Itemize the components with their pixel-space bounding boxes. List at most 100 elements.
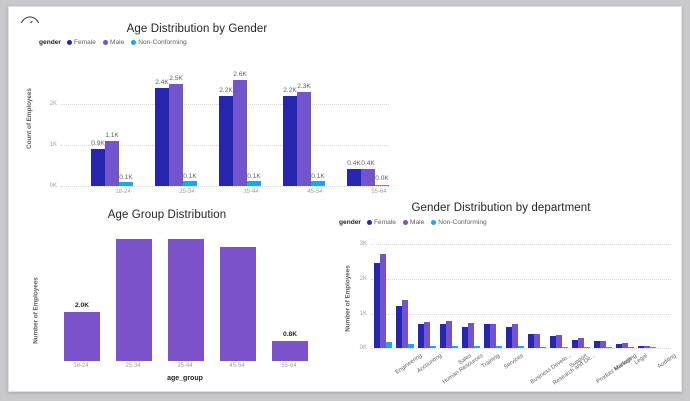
bar-female[interactable]	[91, 149, 105, 186]
legend-label-male: Male	[409, 219, 425, 226]
chart3-title: Gender Distribution by department	[411, 202, 591, 214]
chart1-xtick-2: 35-44	[243, 189, 259, 195]
bar-female[interactable]	[616, 344, 622, 348]
chart2-bar-group-55-64: 0.8K	[265, 229, 313, 361]
bar-male[interactable]	[556, 335, 562, 348]
bar-male[interactable]	[534, 334, 540, 348]
termination-rate-table[interactable]: department Sum of termination_rate Audit…	[405, 23, 677, 183]
chart3-group-auditing	[637, 244, 659, 348]
legend-item-female[interactable]: Female	[366, 219, 396, 226]
bar-nonconforming[interactable]	[408, 344, 414, 348]
bar-male[interactable]	[169, 84, 183, 186]
bar-nonconforming[interactable]	[386, 342, 392, 348]
bar-female[interactable]	[347, 169, 361, 186]
bar-female[interactable]	[374, 263, 380, 348]
bar-female[interactable]	[594, 341, 600, 348]
bar-male[interactable]	[490, 324, 496, 348]
bar-male[interactable]	[446, 321, 452, 348]
chart3-plot: Number of Employees 3K 2K 1K 0K	[331, 197, 678, 389]
bar-male[interactable]	[468, 323, 474, 348]
bar-label-nonconforming: 0.0K	[375, 175, 389, 182]
legend-item-male[interactable]: Male	[102, 39, 125, 46]
chart2-xtick-1: 25-34	[125, 363, 141, 369]
bar-nonconforming[interactable]	[650, 347, 656, 348]
chart2-title: Age Group Distribution	[107, 209, 227, 221]
legend-item-male[interactable]: Male	[402, 219, 425, 226]
bar-nonconforming[interactable]	[430, 345, 436, 348]
bar-label-18-24: 2.0K	[75, 302, 89, 309]
bar-female[interactable]	[572, 340, 578, 348]
bar-female[interactable]	[550, 336, 556, 348]
chart3-gridline-1k	[371, 314, 671, 315]
bar-label-male: 2.5K	[169, 75, 183, 82]
chart1-title: Age Distribution by Gender	[126, 23, 268, 35]
bar-male[interactable]	[233, 80, 247, 186]
bar-female[interactable]	[638, 346, 644, 348]
bar-label-nonconforming: 0.1K	[311, 173, 325, 180]
bar-label-male: 2.6K	[233, 71, 247, 78]
bar-label-45-54: 4.7K	[230, 242, 246, 249]
bar-nonconforming[interactable]	[474, 345, 480, 348]
bar-male[interactable]	[644, 346, 650, 348]
bar-age-35-44[interactable]	[168, 239, 204, 361]
chart2-xtick-3: 45-54	[229, 363, 245, 369]
bar-female[interactable]	[440, 324, 446, 348]
bar-male[interactable]	[512, 324, 518, 348]
bar-label-male: 1.1K	[105, 132, 119, 139]
legend-label-male: Male	[109, 39, 125, 46]
chart2-x-axis-label: age_group	[167, 375, 203, 382]
bar-female[interactable]	[462, 327, 468, 348]
bar-nonconforming[interactable]	[183, 181, 197, 186]
bar-label-35-44: 5.0K	[178, 234, 194, 241]
legend-item-female[interactable]: Female	[66, 39, 96, 46]
bar-label-female: 2.4K	[155, 79, 169, 86]
legend-label-nonconforming: Non-Conforming	[438, 219, 487, 226]
bar-nonconforming[interactable]	[496, 346, 502, 348]
bar-male[interactable]	[380, 254, 386, 348]
chart3-group-human-resources	[417, 244, 439, 348]
bar-male[interactable]	[600, 341, 606, 348]
bar-male[interactable]	[622, 343, 628, 348]
bar-nonconforming[interactable]	[119, 182, 133, 186]
bar-nonconforming[interactable]	[628, 347, 634, 348]
bar-nonconforming[interactable]	[247, 181, 261, 186]
bar-female[interactable]	[396, 306, 402, 348]
legend-label-female: Female	[73, 39, 96, 46]
bar-male[interactable]	[105, 141, 119, 186]
legend-item-nonconforming[interactable]: Non-Conforming	[431, 219, 487, 226]
bar-female[interactable]	[155, 88, 169, 186]
chart1-xtick-0: 18-24	[115, 189, 131, 195]
legend-item-nonconforming[interactable]: Non-Conforming	[131, 39, 187, 46]
bar-nonconforming[interactable]	[606, 347, 612, 348]
bar-female[interactable]	[506, 327, 512, 348]
chart3-group-marketing	[593, 244, 615, 348]
chart-gender-distribution-by-department[interactable]: Gender Distribution by department gender…	[331, 197, 677, 389]
bar-nonconforming[interactable]	[540, 346, 546, 348]
bar-male[interactable]	[402, 300, 408, 348]
bar-nonconforming[interactable]	[311, 181, 325, 186]
bar-female[interactable]	[219, 96, 233, 186]
bar-nonconforming[interactable]	[562, 346, 568, 348]
bar-male[interactable]	[424, 322, 430, 348]
bar-age-25-34[interactable]	[116, 239, 152, 361]
bar-nonconforming[interactable]	[584, 347, 590, 348]
bar-female[interactable]	[283, 96, 297, 186]
bar-nonconforming[interactable]	[375, 184, 389, 186]
bar-age-45-54[interactable]	[220, 247, 256, 361]
bar-male[interactable]	[297, 92, 311, 186]
bar-nonconforming[interactable]	[518, 345, 524, 348]
chart-age-distribution-by-gender[interactable]: Age Distribution by Gender gender Female…	[17, 23, 397, 195]
bar-female[interactable]	[418, 324, 424, 348]
chart1-ytick-2k: 2K	[49, 101, 57, 107]
bar-age-18-24[interactable]	[64, 312, 100, 361]
bar-female[interactable]	[528, 334, 534, 348]
chart-age-group-distribution[interactable]: Age Group Distribution Number of Employe…	[17, 203, 327, 389]
chart2-xtick-0: 18-24	[73, 363, 89, 369]
bar-male[interactable]	[361, 169, 375, 186]
bar-nonconforming[interactable]	[452, 345, 458, 348]
chart1-group-35-44: 2.2K 2.6K 0.1K	[191, 63, 261, 186]
bar-age-55-64[interactable]	[272, 341, 308, 361]
bar-male[interactable]	[578, 338, 584, 348]
chart1-legend: gender Female Male Non-Conforming	[39, 39, 397, 46]
bar-female[interactable]	[484, 324, 490, 348]
